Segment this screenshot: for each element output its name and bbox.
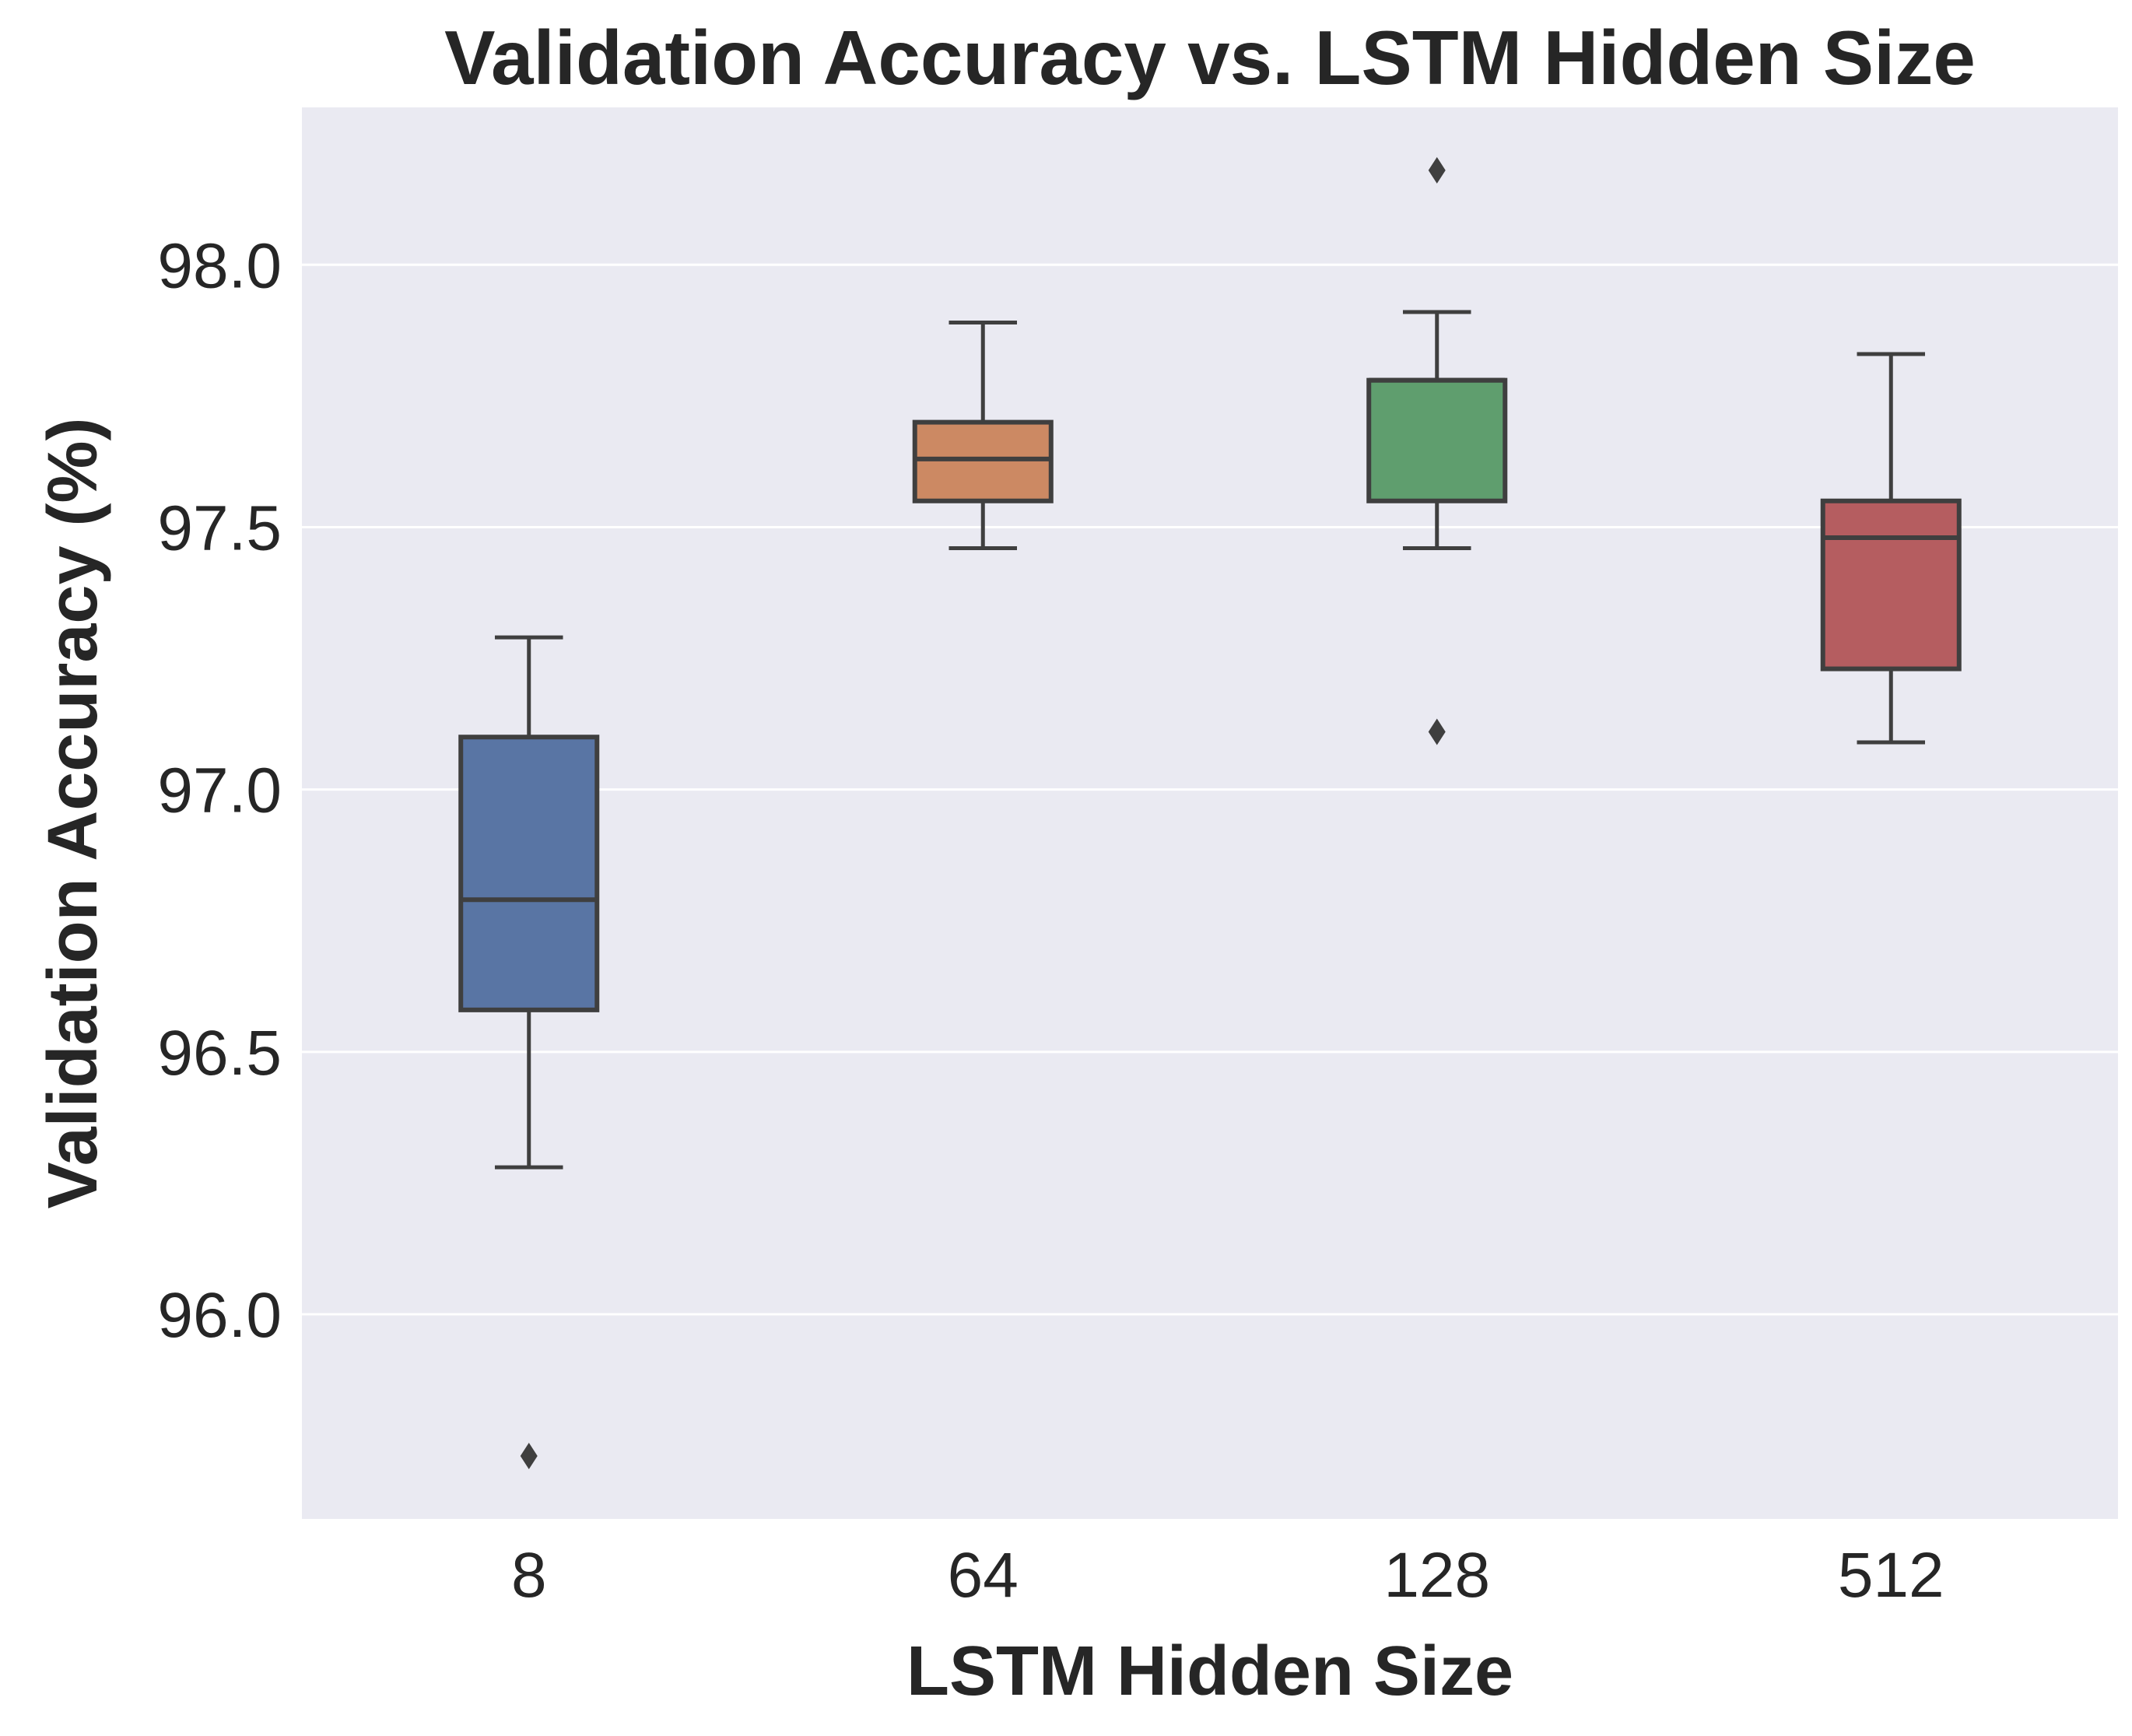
y-axis-label: Validation Accuracy (%)	[34, 418, 112, 1209]
x-tick-label: 8	[511, 1540, 547, 1611]
y-tick-label: 97.5	[157, 493, 282, 563]
y-tick-label: 97.0	[157, 756, 282, 826]
outlier-point	[1428, 156, 1446, 184]
x-tick-label: 512	[1838, 1540, 1944, 1611]
box-group-8	[458, 635, 600, 1470]
y-tick-label: 96.5	[157, 1018, 282, 1089]
plot-area	[302, 107, 2118, 1519]
grid-lines	[302, 263, 2118, 1316]
outlier-point	[520, 1443, 538, 1470]
tick-labels: 96.0 96.5 97.0 97.5 98.0 8 64 128 512	[157, 230, 1944, 1611]
box-group-64	[912, 320, 1054, 550]
x-tick-label: 64	[948, 1540, 1019, 1611]
box-group-512	[1820, 352, 1962, 745]
outlier-point	[1428, 718, 1446, 745]
box-iqr	[1366, 377, 1508, 503]
y-tick-label: 96.0	[157, 1280, 282, 1351]
box-group-128	[1366, 156, 1508, 745]
chart-title: Validation Accuracy vs. LSTM Hidden Size	[444, 15, 1976, 100]
boxes	[458, 156, 1962, 1470]
y-tick-label: 98.0	[157, 230, 282, 301]
box-iqr	[458, 735, 600, 1012]
x-axis-label: LSTM Hidden Size	[906, 1633, 1513, 1710]
x-tick-label: 128	[1383, 1540, 1490, 1611]
box-iqr	[1820, 498, 1962, 672]
box-iqr	[912, 419, 1054, 503]
